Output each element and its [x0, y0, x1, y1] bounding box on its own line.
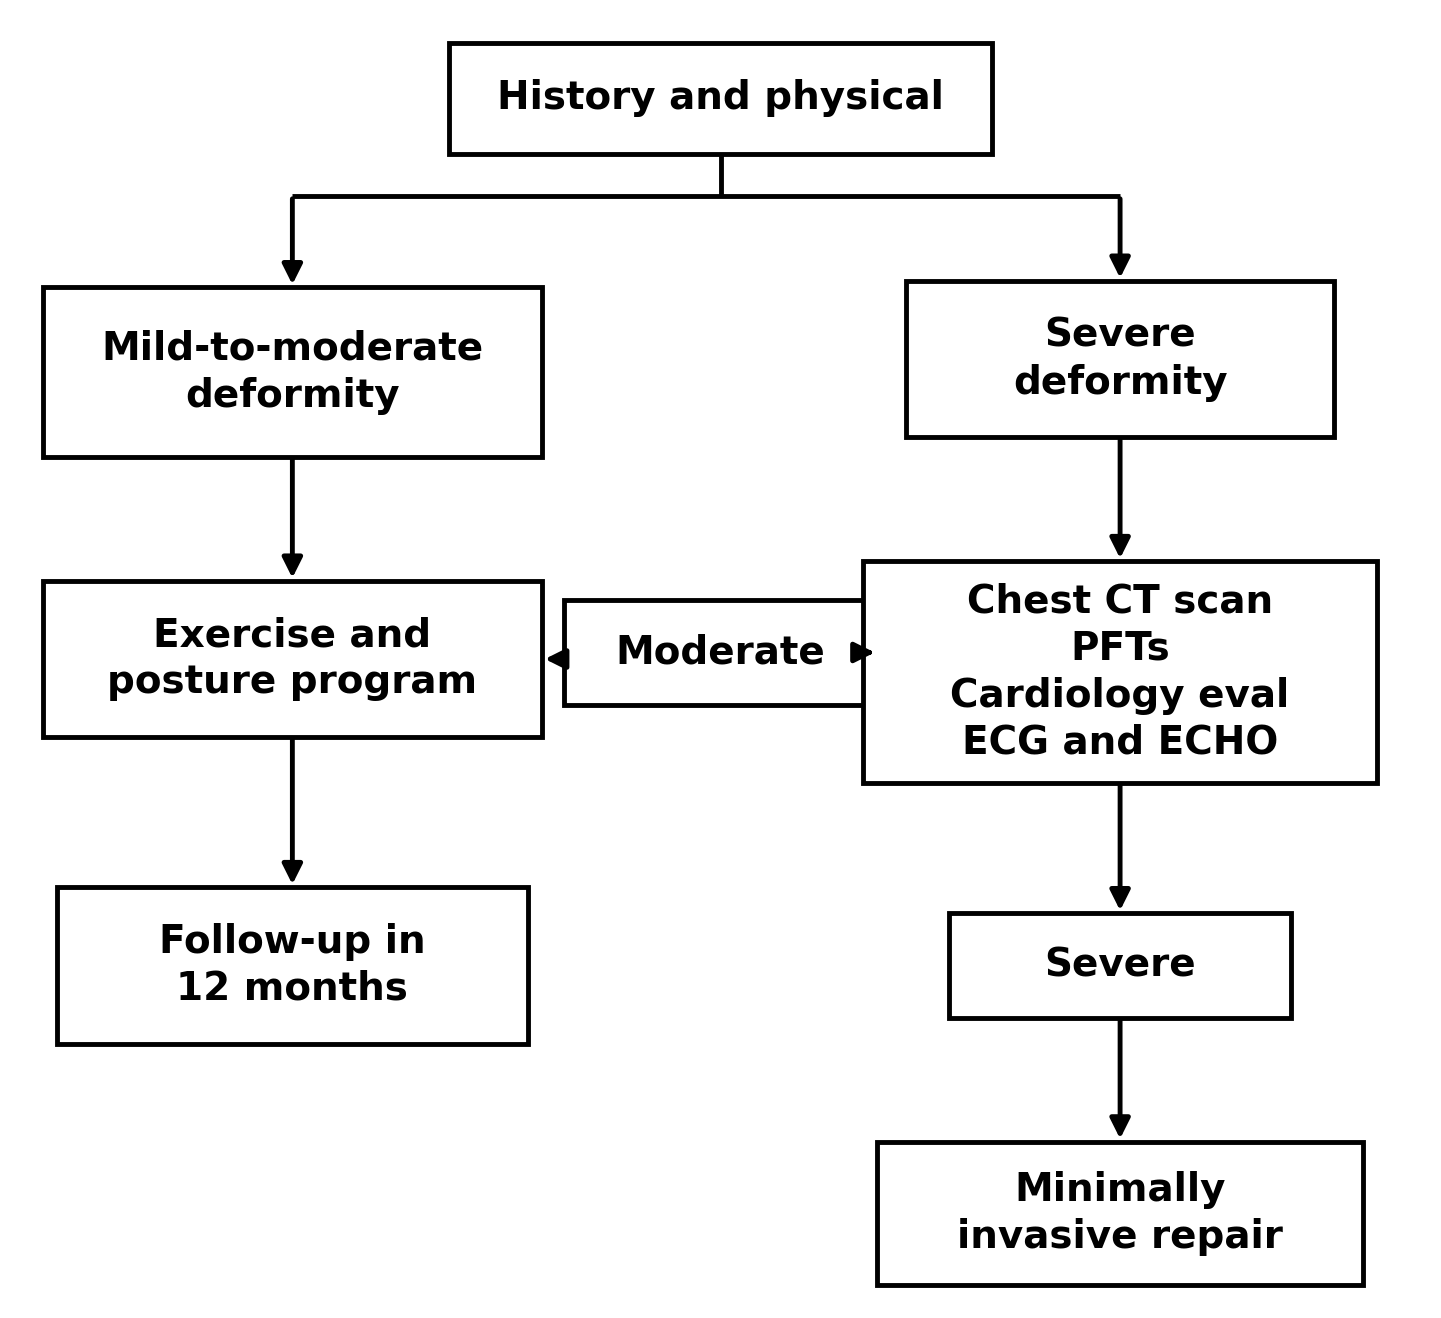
Text: Severe
deformity: Severe deformity	[1013, 316, 1228, 402]
Text: Moderate: Moderate	[615, 634, 826, 671]
FancyBboxPatch shape	[878, 1141, 1363, 1285]
FancyBboxPatch shape	[863, 561, 1378, 783]
Text: Severe: Severe	[1045, 946, 1196, 985]
Text: Exercise and
posture program: Exercise and posture program	[107, 617, 477, 701]
FancyBboxPatch shape	[43, 581, 542, 737]
FancyBboxPatch shape	[563, 600, 878, 705]
Text: History and physical: History and physical	[497, 79, 944, 117]
FancyBboxPatch shape	[450, 42, 991, 154]
Text: Minimally
invasive repair: Minimally invasive repair	[957, 1170, 1282, 1256]
FancyBboxPatch shape	[948, 913, 1291, 1017]
Text: Chest CT scan
PFTs
Cardiology eval
ECG and ECHO: Chest CT scan PFTs Cardiology eval ECG a…	[951, 583, 1290, 762]
FancyBboxPatch shape	[906, 281, 1334, 438]
FancyBboxPatch shape	[43, 287, 542, 457]
FancyBboxPatch shape	[56, 887, 527, 1044]
Text: Mild-to-moderate
deformity: Mild-to-moderate deformity	[101, 330, 483, 415]
Text: Follow-up in
12 months: Follow-up in 12 months	[159, 923, 425, 1008]
